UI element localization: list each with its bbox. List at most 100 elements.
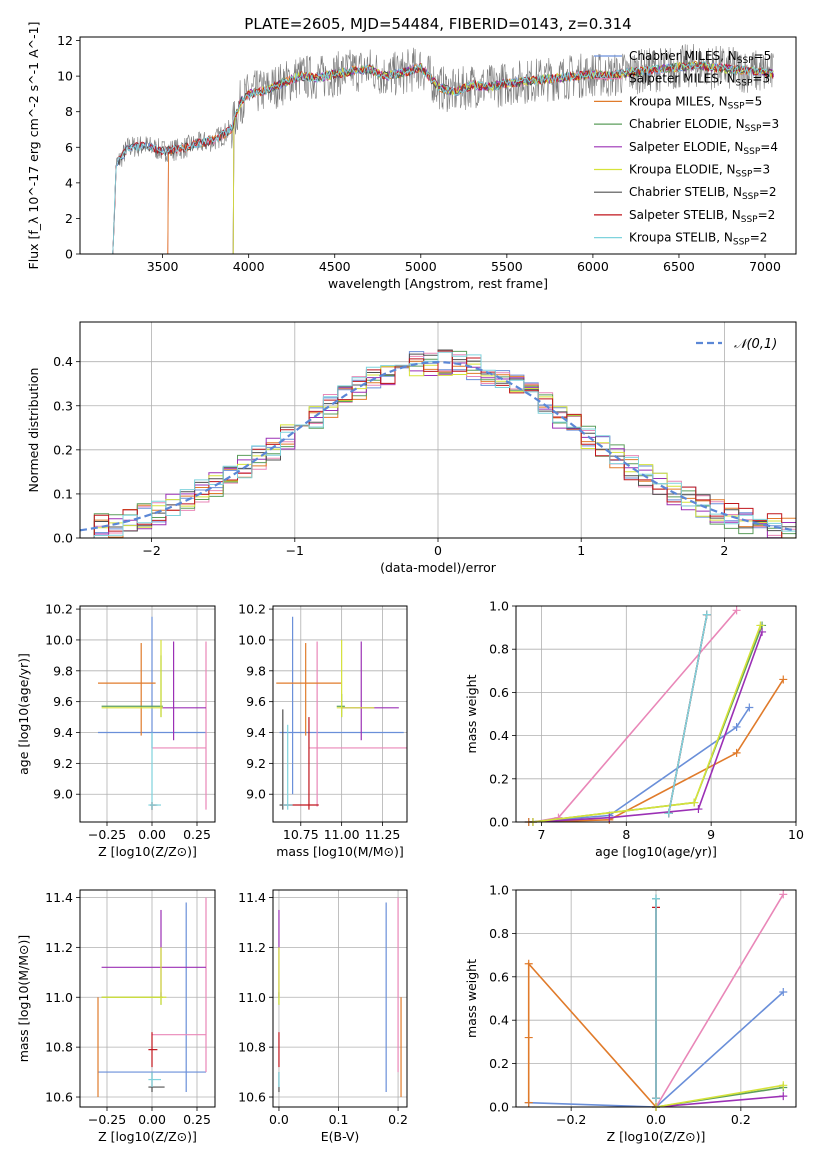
model-spectrum — [167, 61, 774, 254]
mass-weight-line — [655, 893, 784, 1107]
mass-weight-point — [732, 606, 741, 615]
y-tick-label: 9.2 — [246, 756, 266, 771]
x-axis-label: mass [log10(M/M⊙)] — [276, 844, 404, 859]
mass_vs_ebv-panel: 0.0 0.1 0.2 10.6 10.8 11.0 11.2 11.4 E(B-V) — [238, 889, 408, 1144]
model-spectrum — [232, 60, 774, 254]
x-tick-label: −1 — [286, 543, 304, 558]
y-tick-label: 10.6 — [238, 1090, 266, 1105]
x-tick-label: 0 — [434, 543, 442, 558]
mass-weight-point — [758, 627, 767, 636]
y-tick-label: 10.0 — [45, 632, 73, 647]
y-tick-label: 0 — [65, 247, 73, 262]
y-tick-label: 10 — [57, 69, 73, 84]
legend-entry: Chabrier ELODIE, NSSP=3 — [629, 117, 779, 134]
mass-weight-line — [528, 707, 750, 822]
axes-frame — [515, 889, 797, 1108]
x-tick-label: 0.0 — [646, 1112, 666, 1127]
y-tick-label: 11.0 — [238, 990, 266, 1005]
mass-weight-line — [532, 625, 762, 822]
x-tick-label: 4000 — [233, 259, 265, 274]
age_vs_Z-panel: −0.25 0.00 0.25 9.0 9.2 9.4 9.6 9.8 10.0 10.2 Z [l… — [16, 602, 216, 859]
x-tick-label: 1 — [577, 543, 585, 558]
y-tick-label: 0.2 — [489, 771, 509, 786]
y-tick-label: 0.6 — [489, 685, 509, 700]
y-axis-label: Normed distribution — [26, 368, 41, 493]
y-tick-label: 0.4 — [489, 1013, 509, 1028]
y-tick-label: 11.2 — [238, 940, 266, 955]
mass-weight-point — [652, 1094, 660, 1103]
mass-weight-point — [664, 809, 673, 818]
x-tick-label: −2 — [142, 543, 160, 558]
x-tick-label: 0.25 — [183, 827, 211, 842]
x-tick-label: 4500 — [319, 259, 351, 274]
y-tick-label: 11.4 — [45, 890, 73, 905]
mass-weight-point — [732, 748, 741, 757]
y-tick-label: 0.8 — [489, 642, 509, 657]
y-tick-label: 10.8 — [45, 1040, 73, 1055]
legend-entry: Salpeter STELIB, NSSP=2 — [629, 208, 775, 225]
mass-weight-point — [605, 813, 614, 822]
x-tick-label: 6000 — [577, 259, 609, 274]
axes-frame — [79, 889, 216, 1108]
legend-entry: Salpeter ELODIE, NSSP=4 — [629, 140, 778, 157]
mass-weight-point — [702, 610, 711, 619]
y-tick-label: 0.0 — [53, 531, 73, 546]
axes-frame — [79, 321, 797, 539]
mass_vs_Z-panel: −0.25 0.00 0.25 10.6 10.8 11.0 11.2 11.4 Z [log1… — [16, 889, 216, 1144]
residuals-panel: −2 −1 0 1 2 0.0 0.1 0.2 0.3 0.4 (data-model)/error… — [26, 321, 797, 575]
legend-entry: Kroupa ELODIE, NSSP=3 — [629, 163, 770, 180]
mass-weight-line — [667, 614, 708, 814]
spectrum-legend: Chabrier MILES, NSSP=5 Salpeter MILES, NS… — [594, 49, 779, 248]
mass-weight-point — [652, 894, 660, 903]
mass-weight-point — [524, 1033, 533, 1042]
mass-weight-point — [779, 1081, 788, 1090]
x-tick-label: −0.25 — [88, 1112, 126, 1127]
legend-entry: Kroupa MILES, NSSP=5 — [629, 94, 762, 111]
mass-weight-line — [532, 625, 763, 822]
x-tick-label: 0.2 — [731, 1112, 751, 1127]
y-tick-label: 4 — [65, 175, 73, 190]
x-axis-label: E(B-V) — [321, 1129, 360, 1144]
x-tick-label: 5500 — [491, 259, 523, 274]
legend-entry: 𝒩(0,1) — [734, 337, 777, 352]
y-tick-label: 0.4 — [489, 728, 509, 743]
x-tick-label: −0.2 — [556, 1112, 586, 1127]
x-tick-label: 11.25 — [365, 827, 401, 842]
residual-histogram — [80, 351, 796, 538]
figure-title: PLATE=2605, MJD=54484, FIBERID=0143, z=0… — [244, 15, 631, 33]
y-tick-label: 12 — [57, 33, 73, 48]
mass-weight-point — [524, 1098, 533, 1107]
y-axis-label: age [log10(age/yr)] — [16, 653, 31, 775]
y-tick-label: 2 — [65, 211, 73, 226]
x-tick-label: 0.0 — [269, 1112, 289, 1127]
x-tick-label: 11.00 — [324, 827, 360, 842]
x-axis-label: Z [log10(Z/Z⊙)] — [607, 1129, 706, 1144]
y-tick-label: 10.8 — [238, 1040, 266, 1055]
y-axis-label: Flux [f_λ 10^-17 erg cm^-2 s^-1 A^-1] — [26, 22, 41, 270]
mass-weight-point — [690, 798, 699, 807]
y-tick-label: 8 — [65, 104, 73, 119]
y-tick-label: 9.0 — [53, 787, 73, 802]
axes-frame — [272, 889, 408, 1108]
mass-weight-point — [745, 703, 754, 712]
y-tick-label: 11.2 — [45, 940, 73, 955]
y-tick-label: 10.0 — [238, 632, 266, 647]
y-tick-label: 0.4 — [53, 354, 73, 369]
y-tick-label: 1.0 — [489, 883, 509, 898]
residual-histogram — [80, 363, 796, 538]
y-tick-label: 0.2 — [53, 442, 73, 457]
mass-weight-point — [779, 987, 788, 996]
x-tick-label: 2 — [720, 543, 728, 558]
y-tick-label: 9.6 — [53, 694, 73, 709]
x-tick-label: 0.00 — [138, 827, 166, 842]
x-tick-label: 9 — [707, 827, 715, 842]
x-tick-label: −0.25 — [88, 827, 126, 842]
x-axis-label: Z [log10(Z/Z⊙)] — [98, 844, 197, 859]
mass-weight-point — [694, 805, 703, 814]
mass-weight-line — [527, 961, 657, 1107]
y-axis-label: mass weight — [464, 674, 479, 753]
mass-weight-point — [779, 1092, 788, 1101]
y-tick-label: 0.3 — [53, 398, 73, 413]
weight_vs_Z-panel: −0.2 0.0 0.2 0.0 0.2 0.4 0.6 0.8 1.0 Z [log10(Z/Z… — [464, 883, 797, 1144]
